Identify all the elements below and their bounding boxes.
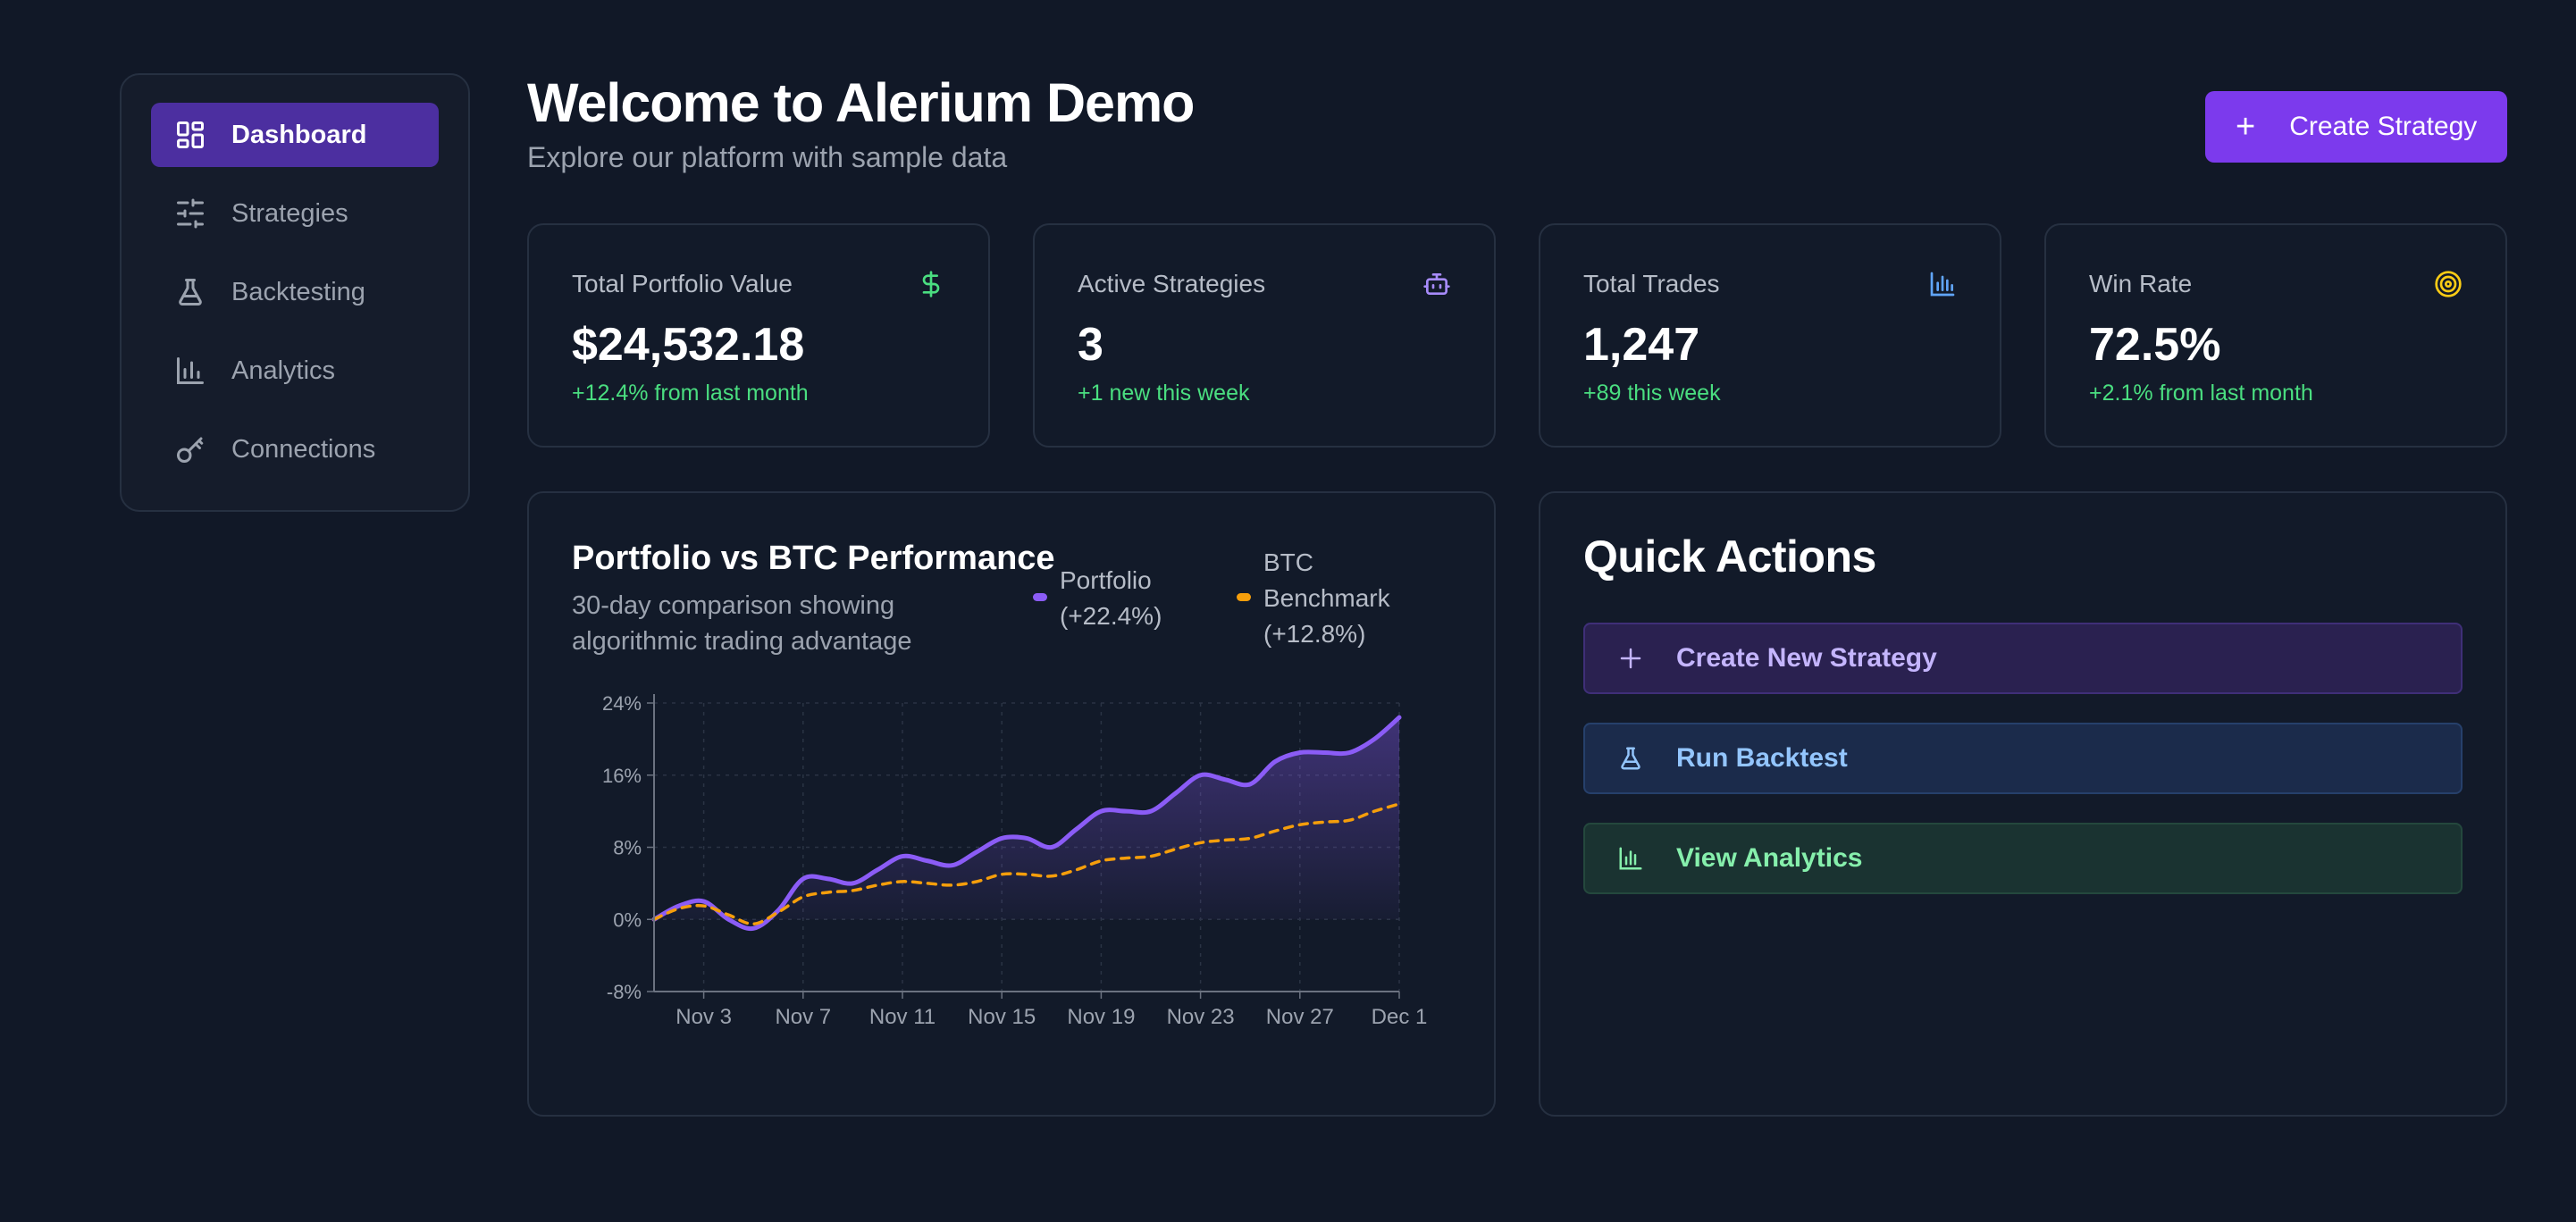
x-tick-label: Nov 3 xyxy=(675,1005,732,1029)
legend-swatch-btc xyxy=(1237,593,1251,601)
sidebar-item-label: Backtesting xyxy=(231,277,365,306)
flask-icon xyxy=(1617,745,1644,772)
x-tick-label: Nov 11 xyxy=(869,1005,936,1029)
plus-icon xyxy=(1617,645,1644,672)
portfolio-line xyxy=(651,715,1402,932)
sidebar-item-label: Dashboard xyxy=(231,120,367,149)
key-icon xyxy=(174,433,206,465)
stat-label: Total Trades xyxy=(1583,270,1720,297)
x-tick-label: Dec 1 xyxy=(1372,1005,1428,1029)
sidebar: Dashboard Strategies Backtesting Analyti… xyxy=(120,73,470,512)
legend-item-btc[interactable]: BTC Benchmark (+12.8%) xyxy=(1263,548,1390,648)
bot-icon xyxy=(1422,270,1451,298)
create-new-strategy-button[interactable]: Create New Strategy xyxy=(1583,623,2463,694)
stat-card-active-strategies: Active Strategies 3 +1 new this week xyxy=(1033,223,1496,448)
stat-value: 1,247 xyxy=(1583,319,1700,371)
stat-delta: +1 new this week xyxy=(1078,381,1250,406)
page-subtitle: Explore our platform with sample data xyxy=(527,141,1008,173)
flask-icon xyxy=(174,276,206,308)
stat-value: 72.5% xyxy=(2089,319,2221,371)
y-tick-label: 16% xyxy=(602,765,642,787)
quick-actions-card: Quick Actions Create New Strategy Run Ba… xyxy=(1539,491,2507,1117)
stat-card-win-rate: Win Rate 72.5% +2.1% from last month xyxy=(2044,223,2507,448)
sidebar-item-label: Strategies xyxy=(231,198,348,228)
x-tick-label: Nov 27 xyxy=(1266,1005,1334,1029)
y-tick-label: 0% xyxy=(613,908,642,931)
dollar-icon xyxy=(917,270,945,298)
view-analytics-button[interactable]: View Analytics xyxy=(1583,823,2463,894)
stat-delta: +89 this week xyxy=(1583,381,1721,406)
run-backtest-button[interactable]: Run Backtest xyxy=(1583,723,2463,794)
quick-actions-title: Quick Actions xyxy=(1583,531,1876,582)
legend-swatch-portfolio xyxy=(1033,593,1047,601)
stat-label: Win Rate xyxy=(2089,270,2193,297)
page-title: Welcome to Alerium Demo xyxy=(527,72,1195,133)
portfolio-area xyxy=(654,717,1399,929)
y-tick-label: 24% xyxy=(602,692,642,715)
sidebar-item-backtesting[interactable]: Backtesting xyxy=(151,260,439,324)
performance-chart-card: Portfolio vs BTC Performance 30-day comp… xyxy=(527,491,1496,1117)
stat-value: $24,532.18 xyxy=(572,319,805,371)
bar-chart-icon xyxy=(1928,270,1957,298)
sidebar-item-dashboard[interactable]: Dashboard xyxy=(151,103,439,167)
stat-label: Active Strategies xyxy=(1078,270,1266,297)
stat-value: 3 xyxy=(1078,319,1103,371)
y-tick-label: -8% xyxy=(607,981,642,1003)
dashboard-icon xyxy=(174,119,206,151)
sidebar-item-label: Analytics xyxy=(231,356,336,385)
bar-chart-icon xyxy=(1617,845,1644,872)
legend-item-portfolio[interactable]: Portfolio (+22.4%) xyxy=(1060,566,1162,630)
sidebar-item-analytics[interactable]: Analytics xyxy=(151,339,439,403)
plus-icon: + xyxy=(2236,108,2256,146)
btc-benchmark-line xyxy=(652,802,1401,926)
create-strategy-button[interactable]: + Create Strategy xyxy=(2205,91,2507,163)
x-tick-label: Nov 23 xyxy=(1167,1005,1235,1029)
sliders-icon xyxy=(174,197,206,230)
y-tick-label: 8% xyxy=(613,837,642,859)
x-tick-label: Nov 15 xyxy=(968,1005,1036,1029)
x-tick-label: Nov 19 xyxy=(1067,1005,1135,1029)
performance-chart: 24% 16% 8% 0% -8% Nov 3 Nov 7 Nov 11 Nov 15 Nov 1… xyxy=(602,692,1428,1029)
stat-delta: +2.1% from last month xyxy=(2089,381,2313,406)
sidebar-item-strategies[interactable]: Strategies xyxy=(151,181,439,246)
bar-chart-icon xyxy=(174,355,206,387)
sidebar-item-label: Connections xyxy=(231,434,376,464)
stat-card-total-trades: Total Trades 1,247 +89 this week xyxy=(1539,223,2001,448)
chart-title: Portfolio vs BTC Performance xyxy=(572,540,1055,577)
stat-label: Total Portfolio Value xyxy=(572,270,793,297)
run-backtest-label: Run Backtest xyxy=(1676,743,1848,773)
stat-delta: +12.4% from last month xyxy=(572,381,809,406)
view-analytics-label: View Analytics xyxy=(1676,843,1863,873)
chart-subtitle: 30-day comparison showing algorithmic tr… xyxy=(572,591,912,656)
stat-card-portfolio-value: Total Portfolio Value $24,532.18 +12.4% … xyxy=(527,223,990,448)
x-tick-label: Nov 7 xyxy=(775,1005,831,1029)
sidebar-item-connections[interactable]: Connections xyxy=(151,417,439,481)
target-icon xyxy=(2434,270,2463,298)
create-new-strategy-label: Create New Strategy xyxy=(1676,643,1937,673)
create-strategy-label: Create Strategy xyxy=(2289,112,2478,141)
